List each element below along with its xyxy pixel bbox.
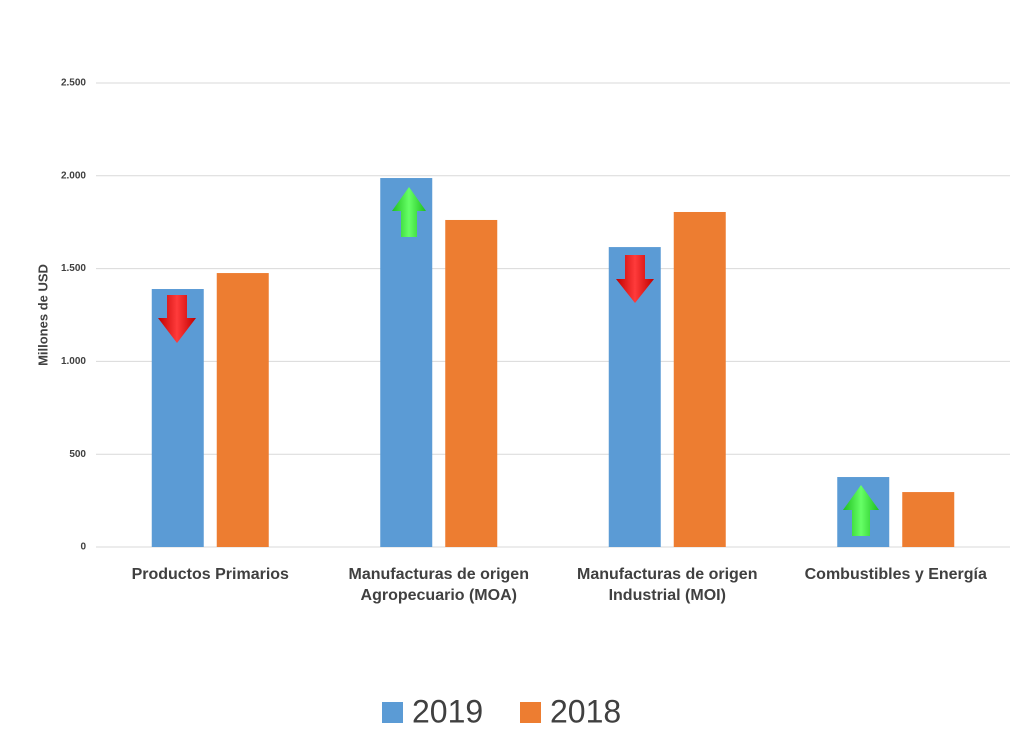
bar [673,211,726,547]
down-arrow [616,255,654,303]
up-arrow [843,485,879,536]
bar [902,492,955,547]
legend-label: 2019 [412,693,483,729]
trend-arrows [158,187,879,536]
x-tick-label: Manufacturas de origen Industrial (MOI) [577,566,758,604]
bar [380,178,433,547]
bar [445,219,498,548]
x-tick-label: Productos Primarios [131,566,289,583]
down-arrow [158,295,196,343]
x-tick-label: Combustibles y Energía [804,566,987,583]
y-tick-label: 1.500 [61,263,86,274]
x-tick-label: Manufacturas de origen Agropecuario (MOA… [348,566,529,604]
bar [216,273,269,547]
up-arrow [392,187,426,237]
legend-label: 2018 [550,693,621,729]
y-tick-label: 0 [80,542,86,553]
legend-swatch [382,702,403,723]
y-tick-label: 2.500 [61,78,86,89]
y-tick-label: 500 [69,449,86,460]
y-axis-label: Millones de USD [35,264,50,366]
y-tick-label: 2.000 [61,170,86,181]
y-tick-label: 1.000 [61,356,86,367]
legend-swatch [520,702,541,723]
